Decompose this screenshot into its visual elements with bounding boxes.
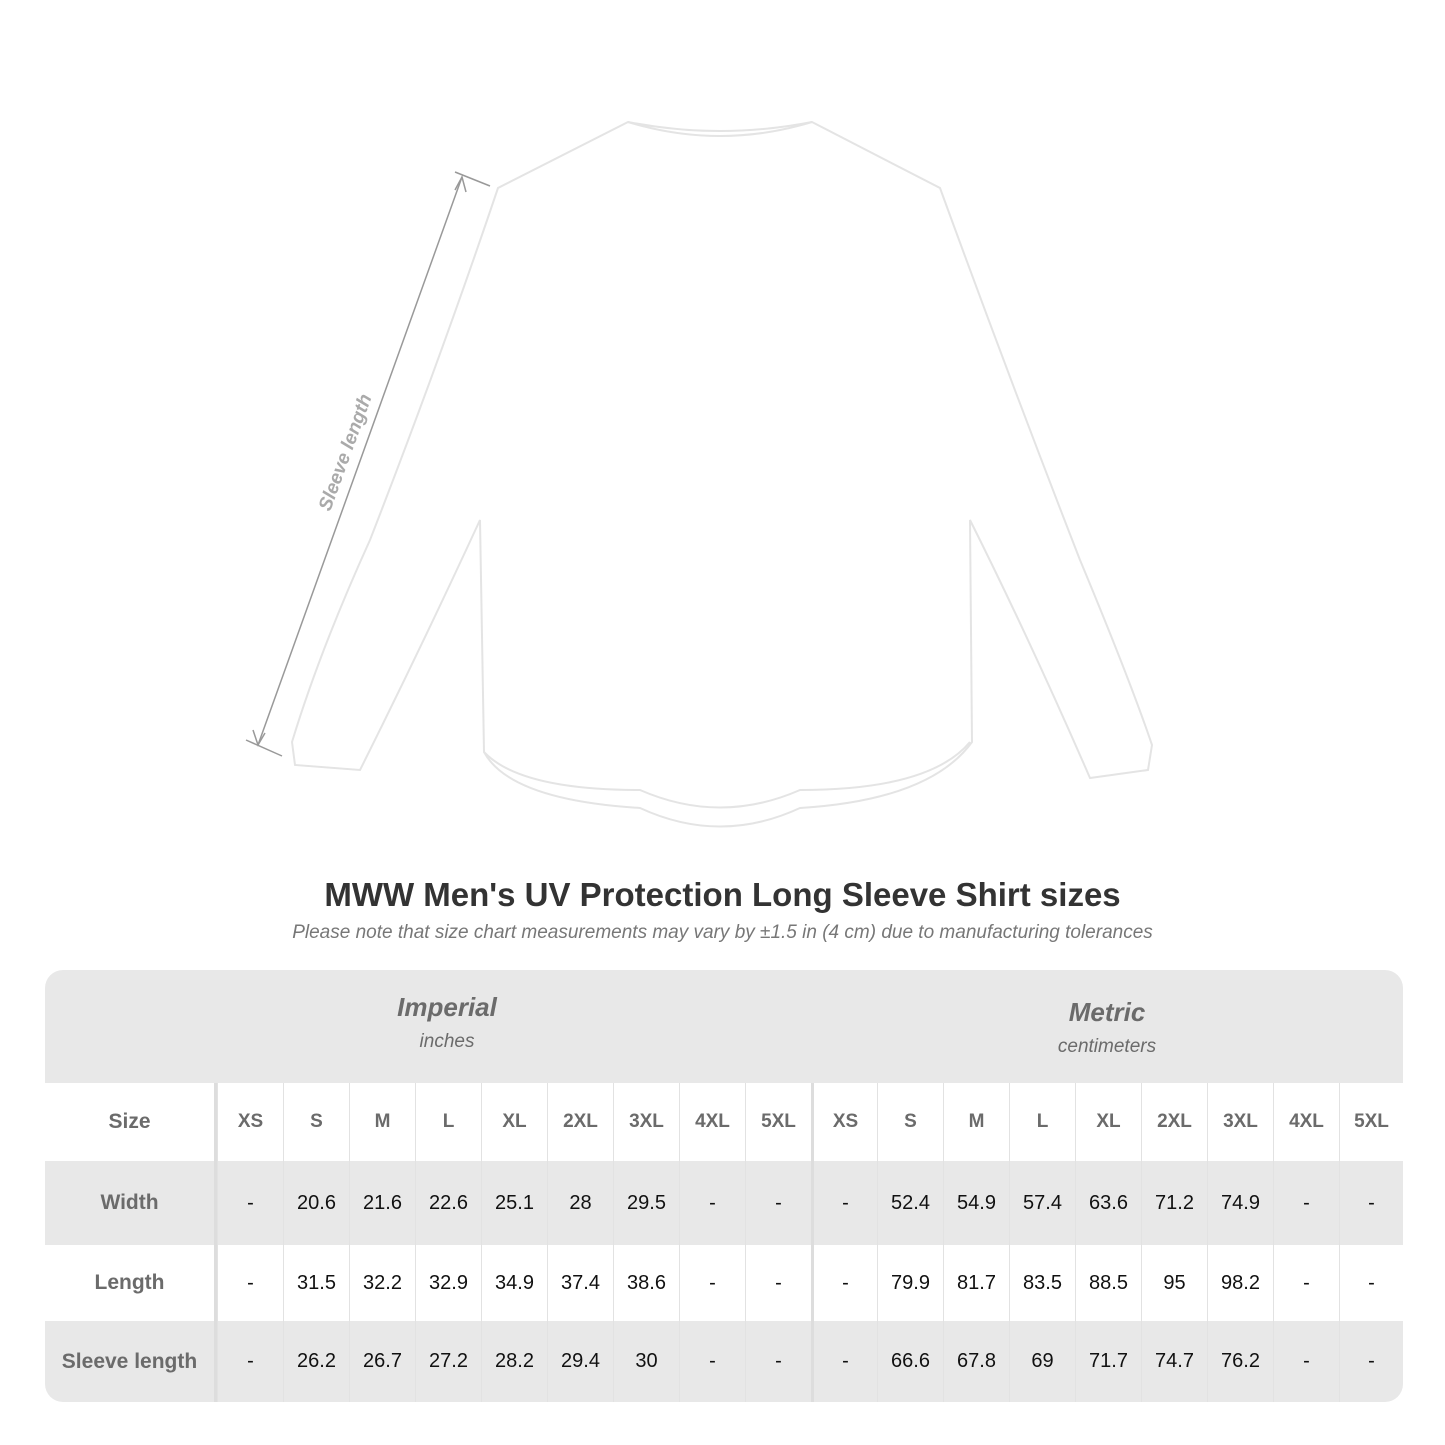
imperial-value-cell: - — [745, 1245, 811, 1321]
metric-value-cell: - — [811, 1321, 877, 1402]
shirt-body — [290, 120, 1154, 828]
row-label: Width — [45, 1161, 217, 1245]
imperial-value-cell: 38.6 — [613, 1245, 679, 1321]
imperial-value-cell: 37.4 — [547, 1245, 613, 1321]
metric-size-header: 3XL — [1207, 1083, 1273, 1161]
metric-size-header: M — [943, 1083, 1009, 1161]
metric-value-cell: - — [1273, 1161, 1339, 1245]
metric-value-cell: 67.8 — [943, 1321, 1009, 1402]
imperial-value-cell: 21.6 — [349, 1161, 415, 1245]
metric-size-header: 2XL — [1141, 1083, 1207, 1161]
metric-value-cell: 79.9 — [877, 1245, 943, 1321]
metric-value-cell: 76.2 — [1207, 1321, 1273, 1402]
metric-value-cell: 81.7 — [943, 1245, 1009, 1321]
imperial-value-cell: - — [217, 1245, 283, 1321]
metric-value-cell: 71.2 — [1141, 1161, 1207, 1245]
imperial-size-header: XS — [217, 1083, 283, 1161]
table-row: Length -31.5 32.2 32.9 34.9 37.4 38.6- - -79.9 81… — [45, 1245, 1403, 1321]
table-row: Width -20.6 21.6 22.6 25.1 28 29.5- - -52.4 54.9 5… — [45, 1161, 1403, 1245]
imperial-size-header: L — [415, 1083, 481, 1161]
metric-value-cell: 98.2 — [1207, 1245, 1273, 1321]
metric-value-cell: 57.4 — [1009, 1161, 1075, 1245]
metric-value-cell: 66.6 — [877, 1321, 943, 1402]
imperial-value-cell: 26.2 — [283, 1321, 349, 1402]
imperial-value-cell: 34.9 — [481, 1245, 547, 1321]
metric-size-header: L — [1009, 1083, 1075, 1161]
tolerance-note: Please note that size chart measurements… — [292, 922, 1153, 943]
metric-value-cell: 63.6 — [1075, 1161, 1141, 1245]
metric-value-cell: 54.9 — [943, 1161, 1009, 1245]
metric-size-header: 4XL — [1273, 1083, 1339, 1161]
imperial-size-header: 2XL — [547, 1083, 613, 1161]
metric-title: Metric — [1068, 997, 1146, 1027]
imperial-value-cell: 32.9 — [415, 1245, 481, 1321]
shirt-illustration: Sleeve length — [245, 120, 1154, 828]
row-label: Sleeve length — [45, 1321, 217, 1402]
imperial-size-header: M — [349, 1083, 415, 1161]
metric-value-cell: - — [1273, 1245, 1339, 1321]
metric-value-cell: 83.5 — [1009, 1245, 1075, 1321]
imperial-value-cell: 20.6 — [283, 1161, 349, 1245]
metric-value-cell: - — [1339, 1161, 1403, 1245]
metric-value-cell: 71.7 — [1075, 1321, 1141, 1402]
imperial-value-cell: - — [679, 1161, 745, 1245]
imperial-size-header: S — [283, 1083, 349, 1161]
metric-value-cell: 74.9 — [1207, 1161, 1273, 1245]
row-label: Length — [45, 1245, 217, 1321]
metric-size-header: S — [877, 1083, 943, 1161]
imperial-value-cell: 32.2 — [349, 1245, 415, 1321]
metric-value-cell: - — [1339, 1321, 1403, 1402]
imperial-value-cell: 28 — [547, 1161, 613, 1245]
imperial-value-cell: 26.7 — [349, 1321, 415, 1402]
imperial-value-cell: 28.2 — [481, 1321, 547, 1402]
imperial-header: Imperial inches — [217, 992, 677, 1053]
unit-header: Imperial inches Metric centimeters — [45, 970, 1403, 1083]
imperial-unit: inches — [419, 1031, 475, 1052]
imperial-value-cell: - — [217, 1161, 283, 1245]
table-row: Sleeve length -26.2 26.7 27.2 28.2 29.4 30- - -6… — [45, 1321, 1403, 1402]
imperial-value-cell: 22.6 — [415, 1161, 481, 1245]
imperial-size-header: 4XL — [679, 1083, 745, 1161]
metric-value-cell: 95 — [1141, 1245, 1207, 1321]
imperial-value-cell: - — [679, 1245, 745, 1321]
imperial-value-cell: 27.2 — [415, 1321, 481, 1402]
imperial-value-cell: 29.5 — [613, 1161, 679, 1245]
imperial-value-cell: - — [217, 1321, 283, 1402]
metric-value-cell: - — [1339, 1245, 1403, 1321]
imperial-value-cell: - — [745, 1321, 811, 1402]
metric-value-cell: 74.7 — [1141, 1321, 1207, 1402]
row-label: Size — [45, 1083, 217, 1161]
imperial-size-header: 3XL — [613, 1083, 679, 1161]
size-table: Imperial inches Metric centimeters Size X… — [45, 970, 1403, 1402]
sleeve-length-arrow — [245, 171, 491, 757]
metric-size-header: XL — [1075, 1083, 1141, 1161]
imperial-value-cell: - — [679, 1321, 745, 1402]
metric-value-cell: - — [1273, 1321, 1339, 1402]
metric-size-header: 5XL — [1339, 1083, 1403, 1161]
metric-header: Metric centimeters — [811, 997, 1403, 1058]
imperial-value-cell: 30 — [613, 1321, 679, 1402]
imperial-value-cell: 25.1 — [481, 1161, 547, 1245]
imperial-size-header: XL — [481, 1083, 547, 1161]
imperial-title: Imperial — [397, 992, 497, 1022]
metric-value-cell: 52.4 — [877, 1161, 943, 1245]
page-title: MWW Men's UV Protection Long Sleeve Shir… — [324, 876, 1121, 913]
metric-size-header: XS — [811, 1083, 877, 1161]
metric-value-cell: 88.5 — [1075, 1245, 1141, 1321]
imperial-value-cell: - — [745, 1161, 811, 1245]
metric-unit: centimeters — [1057, 1036, 1157, 1057]
metric-value-cell: - — [811, 1161, 877, 1245]
imperial-value-cell: 29.4 — [547, 1321, 613, 1402]
imperial-value-cell: 31.5 — [283, 1245, 349, 1321]
size-header-row: Size XS S M L XL 2XL 3XL 4XL 5XL XS S M L XL 2XL 3XL 4XL 5… — [45, 1083, 1403, 1161]
imperial-size-header: 5XL — [745, 1083, 811, 1161]
metric-value-cell: - — [811, 1245, 877, 1321]
sleeve-length-label: Sleeve length — [315, 391, 377, 513]
metric-value-cell: 69 — [1009, 1321, 1075, 1402]
